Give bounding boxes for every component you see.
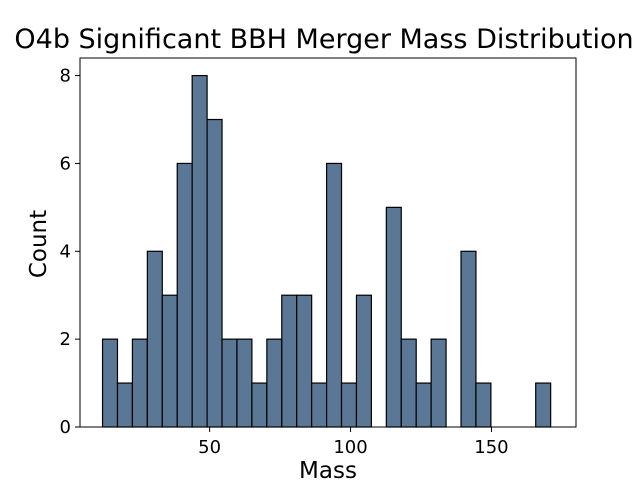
histogram-bar-16 xyxy=(340,382,358,428)
histogram-bar-21 xyxy=(415,382,432,428)
x-tick-label: 150 xyxy=(474,437,508,458)
histogram-bar-25 xyxy=(475,382,492,428)
y-axis-label: Count xyxy=(26,210,52,278)
x-tick-label: 100 xyxy=(333,437,367,458)
histogram-bar-2 xyxy=(131,338,148,428)
histogram-bar-8 xyxy=(221,338,238,428)
histogram-bar-20 xyxy=(400,338,417,428)
histogram-bar-6 xyxy=(191,74,208,428)
histogram-bar-3 xyxy=(146,250,163,428)
bars-group xyxy=(101,74,552,428)
x-axis-label: Mass xyxy=(299,458,357,480)
x-tick-label: 50 xyxy=(198,437,221,458)
histogram-bar-24 xyxy=(460,250,477,428)
y-tick-label: 0 xyxy=(60,417,71,438)
histogram-bar-4 xyxy=(161,294,178,428)
y-tick-label: 6 xyxy=(60,153,71,174)
histogram-bar-9 xyxy=(236,338,253,428)
histogram-bar-13 xyxy=(296,294,313,428)
histogram-bar-15 xyxy=(325,162,343,428)
histogram-bar-0 xyxy=(101,338,119,428)
histogram-bar-17 xyxy=(355,294,372,428)
histogram-bar-22 xyxy=(430,338,447,428)
histogram-bar-10 xyxy=(251,382,268,428)
histogram-bar-12 xyxy=(281,294,298,428)
chart-title: O4b Significant BBH Merger Mass Distribu… xyxy=(14,24,633,55)
histogram-bar-29 xyxy=(535,382,552,428)
y-tick-label: 2 xyxy=(60,329,71,350)
plot-frame xyxy=(79,57,577,428)
y-axis-ticks: 0 2 4 6 8 xyxy=(60,66,80,438)
y-tick-label: 4 xyxy=(60,241,71,262)
histogram-bar-7 xyxy=(206,118,223,428)
histogram-bar-14 xyxy=(311,382,328,428)
histogram-bar-1 xyxy=(116,382,134,428)
histogram-bar-11 xyxy=(266,338,283,428)
x-axis-ticks: 50 100 150 xyxy=(198,427,509,458)
histogram-bar-5 xyxy=(176,162,193,428)
y-tick-label: 8 xyxy=(60,66,71,87)
histogram-bar-19 xyxy=(385,206,402,428)
